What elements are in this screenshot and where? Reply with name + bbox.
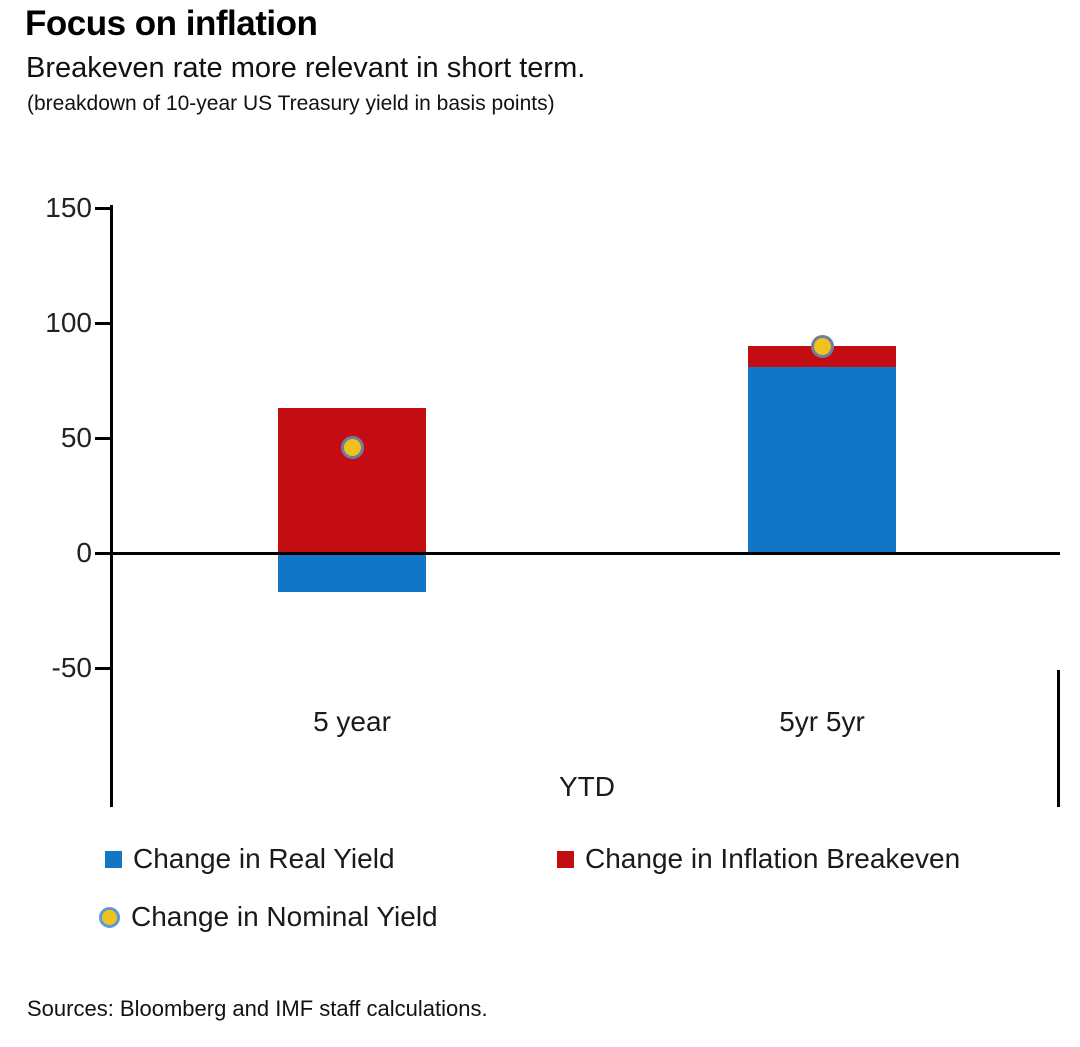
legend-item-real-yield: Change in Real Yield bbox=[105, 843, 395, 875]
x-category-label: 5 year bbox=[313, 706, 391, 737]
y-axis-tick bbox=[95, 551, 110, 555]
legend-item-inflation-breakeven: Change in Inflation Breakeven bbox=[557, 843, 960, 875]
nominal-yield-dot bbox=[340, 435, 364, 459]
x-axis-group-label: YTD bbox=[559, 771, 615, 802]
chart-subtitle: Breakeven rate more relevant in short te… bbox=[26, 52, 586, 84]
bar-segment bbox=[278, 553, 426, 593]
nominal-yield-dot bbox=[810, 334, 834, 358]
bar-segment bbox=[748, 366, 896, 553]
bar-segment bbox=[278, 408, 426, 553]
legend-label: Change in Inflation Breakeven bbox=[585, 843, 961, 874]
yellow-circle-swatch-icon bbox=[99, 906, 120, 928]
y-tick-label: 50 bbox=[60, 422, 92, 453]
y-axis-tick bbox=[95, 666, 110, 670]
y-axis-tick bbox=[95, 321, 110, 325]
blue-square-swatch-icon bbox=[105, 850, 122, 868]
y-tick-label: 100 bbox=[45, 307, 92, 338]
page-title: Focus on inflation bbox=[25, 4, 318, 43]
x-category-label: 5yr 5yr bbox=[779, 706, 865, 737]
zero-axis-line bbox=[110, 551, 1060, 555]
y-tick-label: 150 bbox=[45, 192, 92, 223]
source-note: Sources: Bloomberg and IMF staff calcula… bbox=[27, 996, 488, 1021]
chart-note: (breakdown of 10-year US Treasury yield … bbox=[27, 92, 555, 115]
y-tick-label: -50 bbox=[51, 652, 92, 683]
right-axis-line bbox=[1057, 670, 1060, 807]
legend-label: Change in Real Yield bbox=[133, 843, 395, 874]
red-square-swatch-icon bbox=[557, 850, 574, 868]
y-tick-label: 0 bbox=[76, 537, 92, 568]
y-axis-line bbox=[110, 205, 113, 807]
y-axis-tick bbox=[95, 436, 110, 440]
legend-item-nominal-yield: Change in Nominal Yield bbox=[99, 901, 438, 933]
legend-label: Change in Nominal Yield bbox=[131, 901, 438, 932]
y-axis-tick bbox=[95, 206, 110, 210]
